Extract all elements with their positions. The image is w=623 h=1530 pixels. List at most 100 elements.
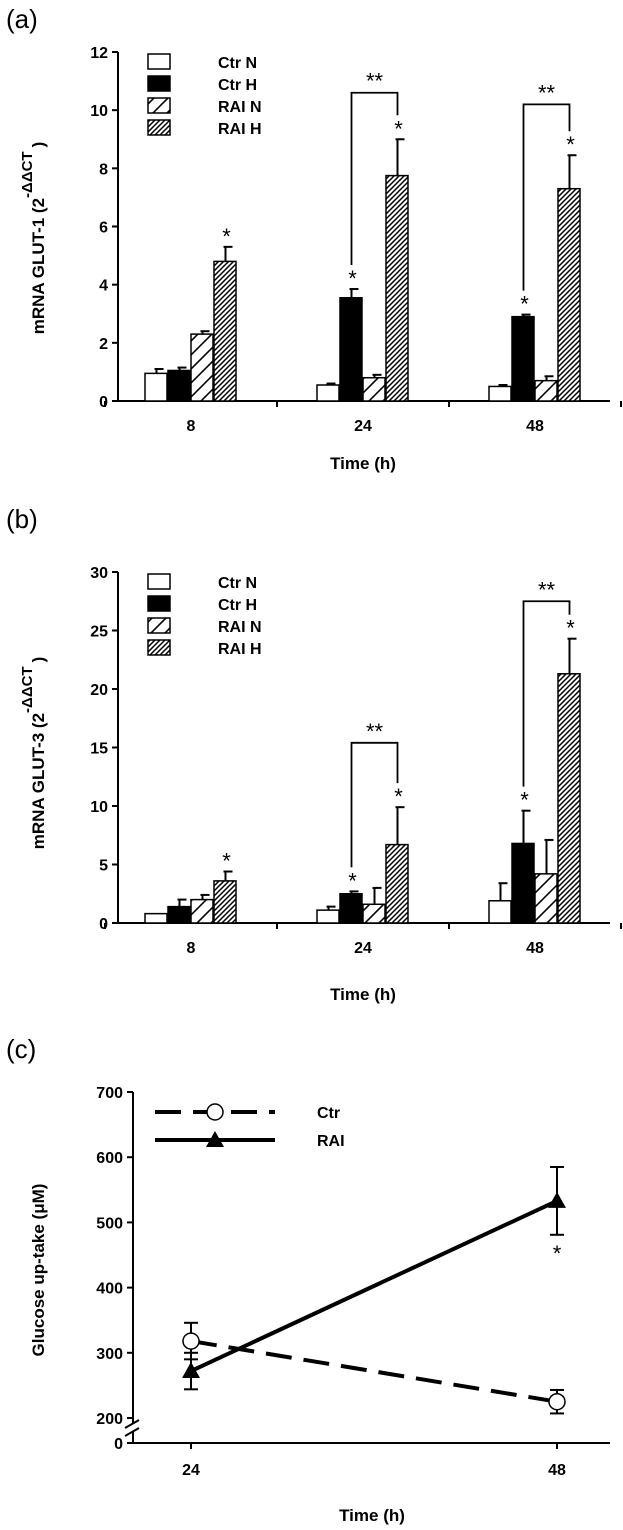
bracket-b-48 [522, 600, 571, 787]
y-tick-label-a-2: 2 [99, 336, 108, 353]
y-tick-label-c-200: 200 [96, 1411, 123, 1428]
legend-swatch-b-Ctr N [147, 573, 171, 590]
legend-label-b-Ctr N: Ctr N [218, 575, 257, 592]
axis-break-mark-2-c [124, 1427, 140, 1437]
bar-b-Ctr N-8 [144, 912, 168, 924]
legend-swatch-b-Ctr H [147, 595, 171, 612]
bracket-a-24 [350, 91, 399, 266]
chart-panel-c: 0 200 300 400 500 600 700 24 48 * Ctr RAI [96, 1085, 610, 1479]
bar-b-RAI H-48 [557, 673, 581, 924]
svg-text:mRNA GLUT-1 (2-ΔΔCT): mRNA GLUT-1 (2-ΔΔCT) [19, 142, 48, 335]
y-tick-label-c-600: 600 [96, 1150, 123, 1167]
svg-text:mRNA GLUT-3 (2-ΔΔCT): mRNA GLUT-3 (2-ΔΔCT) [19, 657, 48, 850]
panel-label-a: (a) [6, 4, 38, 34]
legend-swatch-a-RAI N [147, 97, 171, 114]
series-line-c-RAI [190, 1199, 558, 1373]
point-c-RAI-24 [182, 1362, 200, 1379]
point-c-Ctr-24 [182, 1332, 200, 1350]
bar-b-Ctr H-8 [167, 905, 191, 924]
panel-label-b: (b) [6, 504, 38, 534]
bar-a-Ctr H-8 [167, 369, 191, 402]
bar-b-Ctr N-24 [316, 909, 340, 924]
bracket-b-24 [350, 741, 399, 868]
x-tick-label-a-24: 24 [354, 418, 372, 435]
bar-a-Ctr H-24 [339, 297, 363, 402]
legend-label-c-Ctr: Ctr [317, 1105, 340, 1122]
y-axis-title-b-sup: -ΔΔCT [19, 666, 36, 713]
bar-a-RAI N-24 [362, 376, 386, 402]
x-tick-label-a-8: 8 [187, 418, 196, 435]
bracket-mark-b-24: ** [366, 719, 384, 744]
legend-swatch-a-RAI H [147, 119, 171, 136]
significance-a-RAI H-24: * [394, 116, 403, 141]
y-tick-label-a-8: 8 [99, 161, 108, 178]
y-tick-label-b-0: 0 [99, 916, 108, 933]
bar-a-Ctr H-48 [511, 315, 535, 402]
y-tick-label-c-300: 300 [96, 1346, 123, 1363]
bracket-mark-b-48: ** [538, 577, 556, 602]
y-tick-label-b-5: 5 [99, 858, 108, 875]
y-axis-title-b-close: ) [29, 657, 48, 663]
y-axis-title-b-main: mRNA GLUT-3 (2 [29, 713, 48, 849]
bar-b-Ctr N-48 [488, 900, 512, 924]
significance-a-Ctr H-24: * [348, 266, 357, 291]
panel-label-c: (c) [6, 1034, 36, 1064]
y-axis-title-a-close: ) [29, 142, 48, 148]
significance-b-RAI H-8: * [222, 849, 231, 874]
bar-b-RAI H-8 [213, 880, 237, 924]
bar-a-RAI H-48 [557, 187, 581, 402]
legend-swatch-a-Ctr H [147, 75, 171, 92]
legend-marker-c-RAI [206, 1131, 224, 1147]
y-tick-label-a-6: 6 [99, 220, 108, 237]
bar-b-RAI N-8 [190, 898, 214, 924]
axis-break-mark-1-c [124, 1419, 140, 1429]
significance-a-RAI H-8: * [222, 224, 231, 249]
y-tick-label-c-0: 0 [114, 1436, 123, 1453]
legend-label-a-Ctr H: Ctr H [218, 77, 257, 94]
y-axis-title-a: mRNA GLUT-1 (2-ΔΔCT) [19, 142, 48, 335]
x-axis-title-c: Time (h) [339, 1506, 405, 1525]
bracket-mark-a-24: ** [366, 69, 384, 94]
legend-label-b-Ctr H: Ctr H [218, 597, 257, 614]
bar-a-Ctr N-24 [316, 384, 340, 402]
legend-swatch-a-Ctr N [147, 53, 171, 70]
y-tick-label-b-30: 30 [90, 565, 108, 582]
series-line-c-Ctr [190, 1339, 558, 1404]
significance-c-RAI-48: * [553, 1241, 562, 1266]
significance-a-Ctr H-48: * [520, 292, 529, 317]
significance-b-Ctr H-48: * [520, 788, 529, 813]
legend-label-b-RAI H: RAI H [218, 641, 262, 658]
bar-a-RAI N-8 [190, 333, 214, 402]
legend-label-a-RAI H: RAI H [218, 121, 262, 138]
significance-b-RAI H-24: * [394, 784, 403, 809]
legend-label-a-RAI N: RAI N [218, 99, 262, 116]
x-tick-label-b-48: 48 [526, 940, 544, 957]
bar-b-RAI N-48 [534, 873, 558, 924]
y-tick-label-b-10: 10 [90, 799, 108, 816]
x-axis-title-b: Time (h) [330, 985, 396, 1004]
y-tick-label-c-400: 400 [96, 1281, 123, 1298]
y-tick-label-a-0: 0 [99, 394, 108, 411]
y-tick-label-a-12: 12 [90, 45, 108, 62]
x-tick-label-b-8: 8 [187, 940, 196, 957]
bracket-mark-a-48: ** [538, 80, 556, 105]
bar-a-RAI H-8 [213, 260, 237, 402]
y-tick-label-a-4: 4 [99, 278, 108, 295]
point-c-Ctr-48 [548, 1392, 566, 1411]
y-tick-label-a-10: 10 [90, 103, 108, 120]
y-tick-label-b-25: 25 [90, 624, 108, 641]
y-tick-label-c-700: 700 [96, 1085, 123, 1102]
y-tick-label-c-500: 500 [96, 1215, 123, 1232]
y-tick-label-b-15: 15 [90, 741, 108, 758]
bar-a-RAI H-24 [385, 174, 409, 402]
bar-b-Ctr H-48 [511, 842, 535, 924]
y-tick-label-b-20: 20 [90, 682, 108, 699]
legend-label-a-Ctr N: Ctr N [218, 55, 257, 72]
bar-b-Ctr H-24 [339, 893, 363, 924]
x-tick-label-b-24: 24 [354, 940, 372, 957]
bar-a-Ctr N-8 [144, 372, 168, 402]
legend-swatch-b-RAI H [147, 639, 171, 656]
y-axis-title-a-sup: -ΔΔCT [19, 151, 36, 198]
